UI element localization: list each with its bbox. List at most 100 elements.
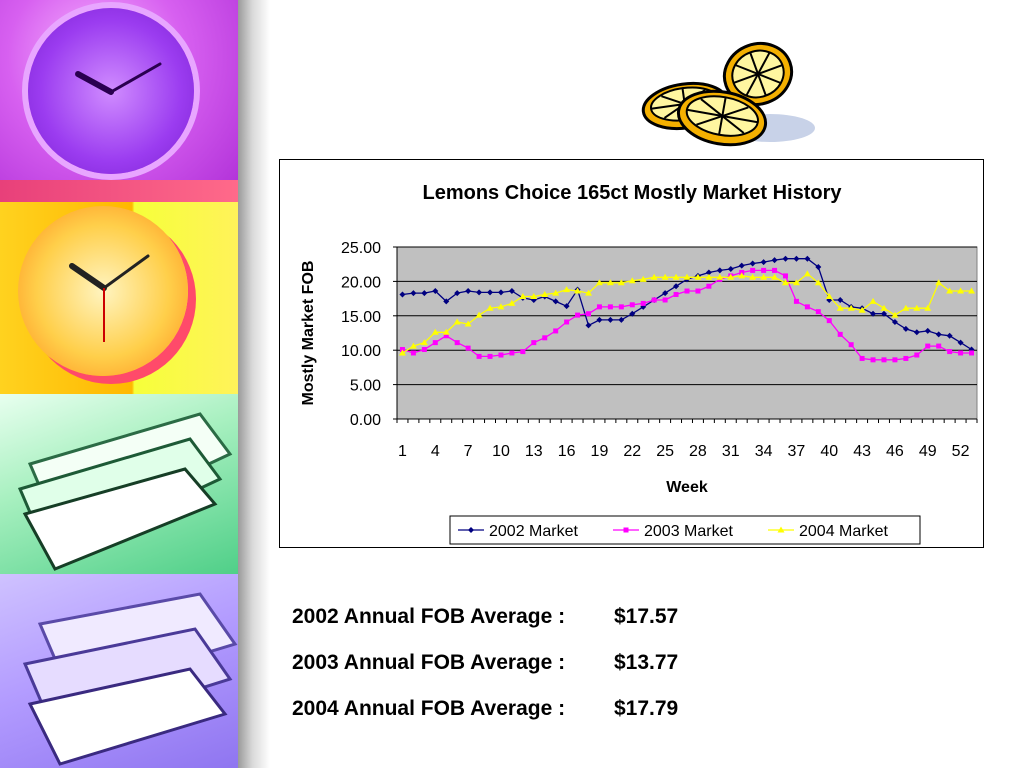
data-point [760,259,767,266]
data-point [508,299,516,306]
data-point [410,350,416,356]
data-point [464,320,472,327]
data-point [498,352,504,358]
data-point [618,316,625,323]
data-point [586,311,592,317]
data-point [880,304,888,311]
green-papers-image [0,394,240,574]
average-label: 2002 Annual FOB Average : [292,605,566,628]
y-tick-label: 25.00 [341,240,381,257]
x-tick-label: 40 [820,443,838,460]
data-point [617,279,625,286]
data-point [957,287,965,294]
data-point [771,273,779,280]
data-point [891,311,899,318]
legend-label: 2003 Market [644,523,733,540]
data-point [958,350,964,356]
data-point [497,303,505,310]
x-tick-label: 1 [398,443,407,460]
data-point [475,311,483,318]
data-point [902,304,910,311]
data-point [531,340,537,346]
data-point [574,287,582,294]
data-point [443,298,450,305]
data-point [553,328,559,334]
data-point [892,357,898,363]
data-point [815,263,822,270]
data-point [924,304,932,311]
data-point [902,325,909,332]
data-point [409,342,417,349]
data-point [519,293,527,300]
average-label: 2004 Annual FOB Average : [292,697,566,720]
x-tick-label: 13 [525,443,543,460]
data-point [563,303,570,310]
legend-box [449,515,921,545]
data-point [880,310,887,317]
data-point [585,289,593,296]
x-tick-label: 22 [623,443,641,460]
data-point [596,304,602,310]
data-point [530,293,538,300]
data-point [432,288,439,295]
y-tick-label: 0.00 [350,412,381,429]
data-point [509,350,515,356]
y-tick-label: 20.00 [341,274,381,291]
x-tick-label: 25 [656,443,674,460]
data-point [672,273,680,280]
data-point [476,353,482,359]
data-point [738,262,745,269]
data-point [650,273,658,280]
data-point [881,357,887,363]
data-point [651,297,657,303]
purple-papers-image [0,574,240,768]
series-1 [399,267,975,363]
data-point [716,273,724,280]
data-point [399,291,406,298]
average-value: $17.57 [614,605,679,628]
x-tick-label: 52 [952,443,970,460]
x-tick-label: 10 [492,443,510,460]
data-point [520,349,526,355]
data-point [694,273,702,280]
data-point [454,290,461,297]
y-tick-label: 15.00 [341,309,381,326]
data-point [575,312,581,318]
data-point [431,328,439,335]
average-row-2002: 2002 Annual FOB Average : $17.57 [292,605,678,629]
x-tick-label: 31 [722,443,740,460]
data-point [946,287,954,294]
data-point [946,332,953,339]
data-point [870,310,877,317]
data-point [585,322,592,329]
data-point [935,279,943,286]
data-point [695,288,701,294]
data-point [749,260,756,267]
data-point [508,288,515,295]
data-point [870,357,876,363]
x-tick-label: 19 [591,443,609,460]
data-point [421,347,427,353]
data-point [925,343,931,349]
data-point [772,267,778,273]
legend-label: 2002 Market [489,523,578,540]
data-point [957,339,964,346]
data-point [761,267,767,273]
average-value: $13.77 [614,651,679,674]
data-point [410,290,417,297]
data-point [837,296,844,303]
data-point [454,340,460,346]
data-point [793,298,799,304]
x-tick-label: 16 [558,443,576,460]
data-point [858,306,866,313]
data-point [837,331,843,337]
data-point [618,304,624,310]
data-point [662,290,669,297]
legend-marker [623,527,629,533]
data-point [847,304,855,311]
y-tick-label: 5.00 [350,378,381,395]
data-point [487,289,494,296]
data-point [836,304,844,311]
data-point [947,349,953,355]
data-point [465,345,471,351]
